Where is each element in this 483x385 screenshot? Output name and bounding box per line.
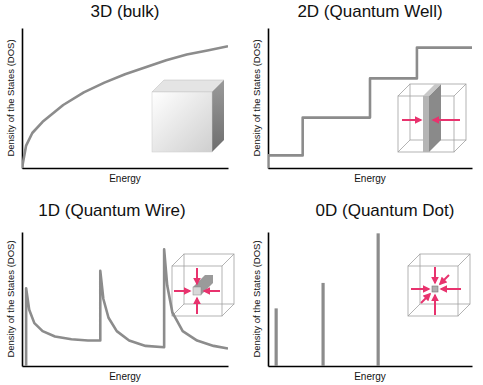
confinement-arrow <box>421 294 430 303</box>
wire-end <box>193 287 201 295</box>
cube-edge <box>222 254 234 266</box>
axis-line <box>269 168 473 170</box>
cube-side <box>212 80 224 152</box>
cube-edge <box>408 304 420 316</box>
cube-edge <box>172 254 184 266</box>
cube-edge <box>408 254 420 266</box>
wire-cube <box>172 254 234 316</box>
figure: 3D (bulk) Energy Density of the States (DO… <box>0 0 483 385</box>
inset <box>152 80 224 152</box>
dos-delta <box>377 233 380 366</box>
y-axis-title: Density of the States (DOS) <box>251 240 262 357</box>
inset <box>408 254 470 316</box>
well-slab <box>423 96 429 152</box>
dos-curve <box>22 46 228 168</box>
dos-curve <box>268 48 472 168</box>
wire-cube <box>398 84 466 152</box>
confinement-arrow <box>196 298 198 314</box>
marks <box>268 48 472 168</box>
marks <box>276 233 378 366</box>
cube-edge <box>458 304 470 316</box>
cube-back <box>420 254 470 304</box>
y-axis-title: Density of the States (DOS) <box>251 39 262 156</box>
confinement-arrow <box>440 275 449 284</box>
cube-edge <box>458 254 470 266</box>
panel: 2D (Quantum Well) Energy Density of the St… <box>251 2 473 184</box>
dos-delta <box>275 308 278 366</box>
confinement-arrow <box>434 295 436 315</box>
panel: 3D (bulk) Energy Density of the States (DO… <box>5 2 229 184</box>
x-axis <box>23 168 229 169</box>
cube-front <box>152 92 212 152</box>
wire-cube <box>408 254 470 316</box>
y-axis-title: Density of the States (DOS) <box>5 240 16 357</box>
cube-front <box>398 96 454 152</box>
x-axis <box>23 366 229 367</box>
panel-title: 1D (Quantum Wire) <box>38 201 185 220</box>
panel: 1D (Quantum Wire) Energy Density of the St… <box>5 201 234 382</box>
x-axis <box>269 168 473 169</box>
cube-edge <box>398 84 410 96</box>
cube-edge <box>454 84 466 96</box>
cube-front <box>172 266 222 316</box>
y-axis-title: Density of the States (DOS) <box>5 39 16 156</box>
axis-line <box>268 233 270 367</box>
solid-cube <box>152 80 224 152</box>
quantum-dot <box>432 286 438 292</box>
well-slab-top <box>423 84 441 96</box>
axis-line <box>269 366 473 368</box>
confinement-arrow <box>174 290 190 292</box>
y-axis <box>268 233 269 367</box>
axis-line <box>22 233 24 367</box>
axis-line <box>268 29 270 169</box>
confinement-arrow <box>433 119 460 121</box>
x-axis-title: Energy <box>354 173 386 184</box>
cube-edge <box>398 140 410 152</box>
y-axis <box>22 233 23 367</box>
dos-curve <box>26 249 228 366</box>
dos-delta <box>321 283 324 366</box>
axis-line <box>23 168 229 170</box>
panel: 0D (Quantum Dot) Energy Density of the Sta… <box>251 201 473 382</box>
axis-line <box>22 29 24 169</box>
confinement-arrow <box>434 267 436 283</box>
cube-top <box>152 80 224 92</box>
cube-edge <box>454 140 466 152</box>
y-axis <box>22 29 23 169</box>
x-axis-title: Energy <box>354 371 386 382</box>
confinement-arrow <box>441 288 461 290</box>
inset <box>172 254 234 316</box>
confinement-arrow <box>204 290 220 292</box>
x-axis-title: Energy <box>109 173 141 184</box>
confinement-arrow <box>402 119 421 121</box>
panel-title: 2D (Quantum Well) <box>297 2 442 21</box>
marks <box>22 46 228 168</box>
inset <box>398 84 466 152</box>
x-axis-title: Energy <box>109 371 141 382</box>
x-axis <box>269 366 473 367</box>
cube-back <box>184 254 234 304</box>
y-axis <box>268 29 269 169</box>
confinement-arrow <box>196 268 198 284</box>
panel-title: 0D (Quantum Dot) <box>316 201 455 220</box>
confinement-arrow <box>411 288 429 290</box>
cube-edge <box>222 304 234 316</box>
panel-title: 3D (bulk) <box>91 2 160 21</box>
axis-line <box>23 366 229 368</box>
marks <box>26 249 228 366</box>
cube-front <box>408 266 458 316</box>
